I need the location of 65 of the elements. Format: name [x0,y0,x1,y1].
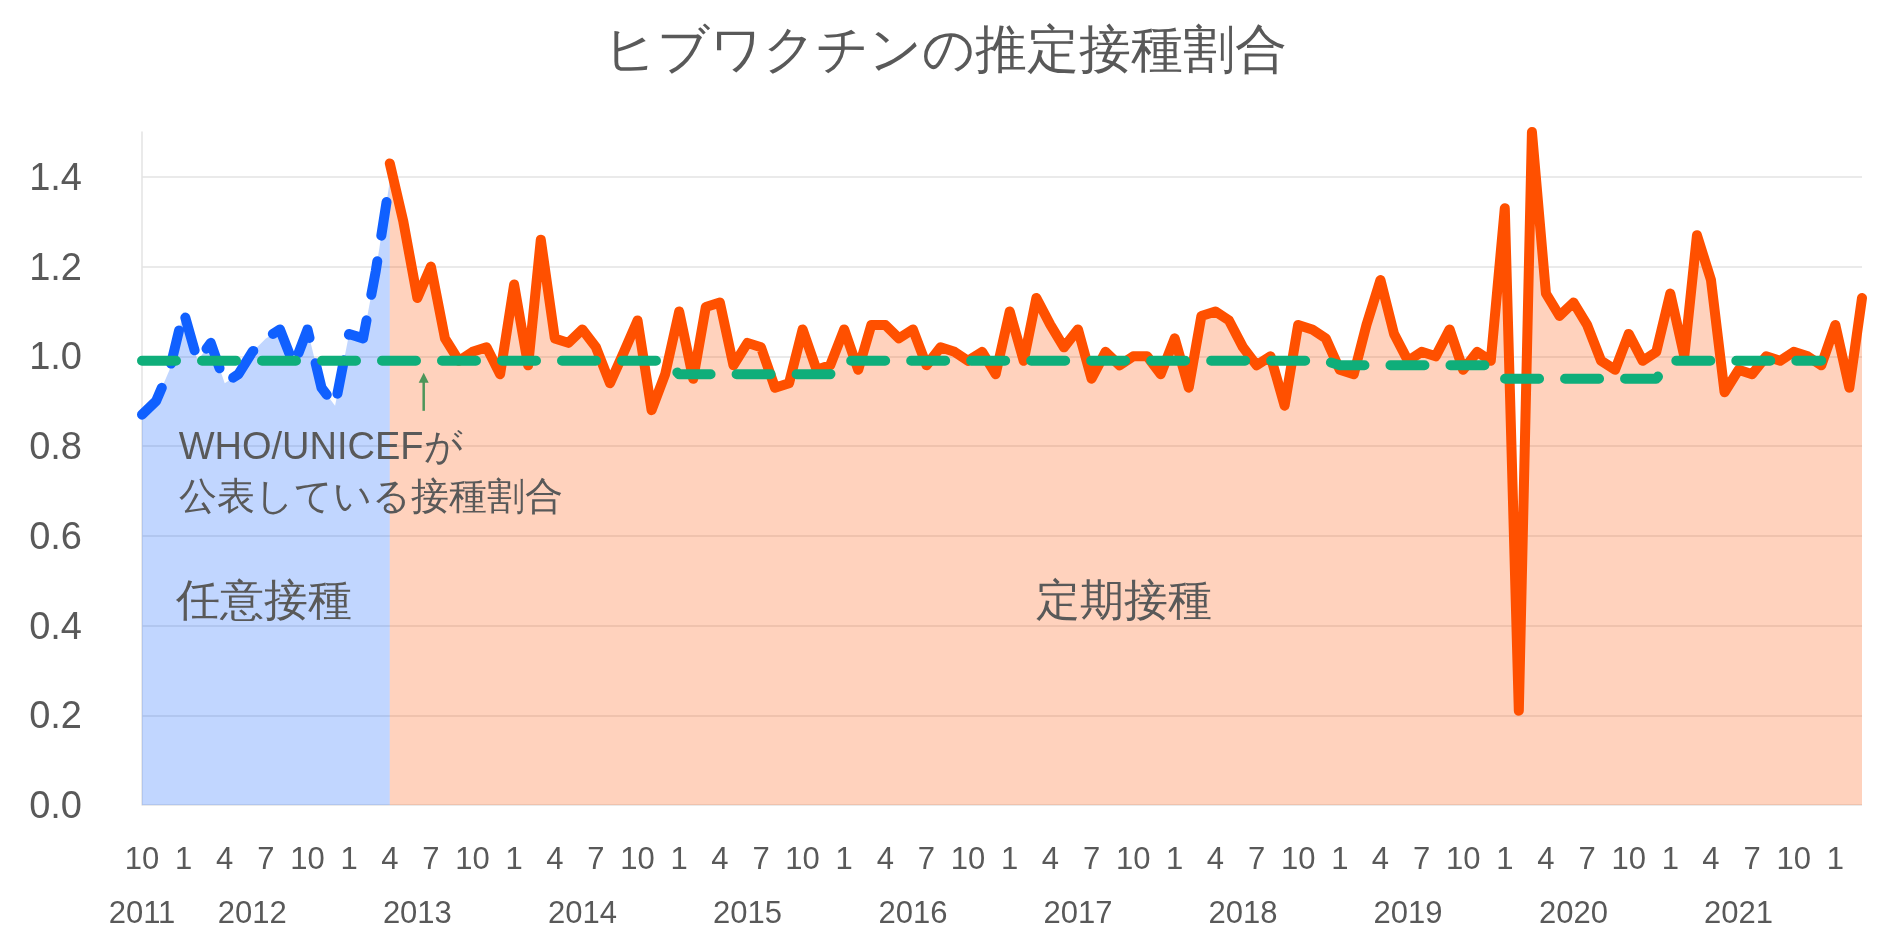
y-tick-label: 0.8 [29,425,82,468]
x-tick-label: 4 [1537,841,1555,876]
x-tick-label: 4 [876,841,894,876]
x-tick-label: 1 [1826,841,1844,876]
x-tick-label: 10 [950,841,986,876]
x-tick-label: 4 [711,841,729,876]
x-tick-label: 10 [1445,841,1481,876]
y-tick-label: 0.0 [29,784,82,826]
x-tick-label: 7 [1743,841,1761,876]
x2-tick-label: 2016 [878,895,948,930]
x-tick-label: 1 [835,841,853,876]
y-tick-label: 1.2 [29,245,82,288]
x-tick-label: 10 [1611,841,1646,876]
x2-tick-label: 2012 [217,895,287,930]
y-tick-label: 1.4 [29,155,82,198]
y-tick-label: 0.4 [29,604,82,647]
x2-tick-label: 2021 [1704,895,1774,930]
x2-tick-label: 2018 [1208,895,1278,930]
x-tick-label: 10 [1280,841,1316,876]
x-tick-label: 10 [124,841,160,876]
annotation: WHO/UNICEFが公表している接種割合 [178,424,563,517]
series-label: 任意接種 [174,574,352,624]
x2-tick-label: 2014 [547,895,617,930]
x2-tick-label: 2013 [382,895,452,930]
x2-tick-label: 2017 [1043,895,1113,930]
x-tick-label: 1 [1661,841,1679,876]
x2-tick-label: 2019 [1373,895,1443,930]
x-tick-label: 4 [381,841,399,876]
x-tick-label: 1 [505,841,523,876]
x2-tick-label: 2011 [108,895,176,930]
x-tick-label: 7 [1247,841,1266,876]
x-tick-label: 1 [1166,841,1184,876]
x-tick-label: 10 [785,841,820,876]
x-tick-label: 7 [587,841,605,876]
x-tick-label: 10 [620,841,655,876]
x-tick-label: 10 [1115,841,1151,876]
x-tick-label: 1 [1001,841,1019,876]
x-tick-label: 7 [422,841,440,876]
y-tick-label: 1.0 [29,335,82,378]
x-tick-label: 7 [257,841,275,876]
x-tick-label: 10 [290,841,325,876]
x-tick-label: 7 [1578,841,1596,876]
x-tick-label: 4 [216,841,234,876]
x-tick-label: 10 [1776,841,1811,876]
x-tick-label: 4 [1702,841,1720,876]
x-tick-label: 4 [546,841,564,876]
chart-title: ヒブワクチンの推定接種割合 [603,20,1287,78]
x-tick-label: 7 [917,841,936,876]
y-tick-label: 0.2 [29,694,82,737]
x-tick-label: 1 [670,841,688,876]
x-tick-label: 4 [1371,841,1390,876]
x-tick-label: 7 [752,841,770,876]
x-tick-label: 1 [1496,841,1514,876]
x-tick-label: 4 [1206,841,1225,876]
x-tick-label: 1 [174,841,193,876]
x-tick-label: 1 [1331,841,1349,876]
x-tick-label: 7 [1412,841,1431,876]
x2-tick-label: 2015 [712,895,782,930]
series-label: 定期接種 [1035,574,1212,624]
x2-tick-label: 2020 [1539,895,1609,930]
x-tick-label: 1 [340,841,358,876]
x-tick-label: 4 [1041,841,1060,876]
x-tick-label: 7 [1082,841,1101,876]
y-tick-label: 0.6 [29,514,82,557]
x-tick-label: 10 [455,841,490,876]
